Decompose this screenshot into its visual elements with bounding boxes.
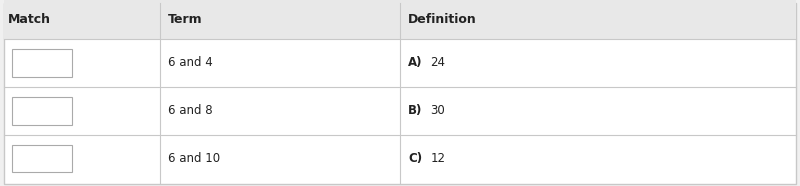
Text: C): C) — [408, 152, 422, 165]
Text: B): B) — [408, 104, 422, 117]
FancyBboxPatch shape — [12, 97, 72, 124]
Text: 6 and 4: 6 and 4 — [168, 56, 213, 69]
Text: 24: 24 — [430, 56, 446, 69]
FancyBboxPatch shape — [12, 49, 72, 77]
Text: 12: 12 — [430, 152, 446, 165]
Text: Definition: Definition — [408, 13, 477, 26]
FancyBboxPatch shape — [4, 3, 796, 184]
Text: Term: Term — [168, 13, 202, 26]
FancyBboxPatch shape — [4, 0, 796, 40]
FancyBboxPatch shape — [12, 145, 72, 172]
Text: Match: Match — [8, 13, 51, 26]
Text: A): A) — [408, 56, 422, 69]
Text: 30: 30 — [430, 104, 445, 117]
Text: 6 and 8: 6 and 8 — [168, 104, 213, 117]
Text: 6 and 10: 6 and 10 — [168, 152, 220, 165]
